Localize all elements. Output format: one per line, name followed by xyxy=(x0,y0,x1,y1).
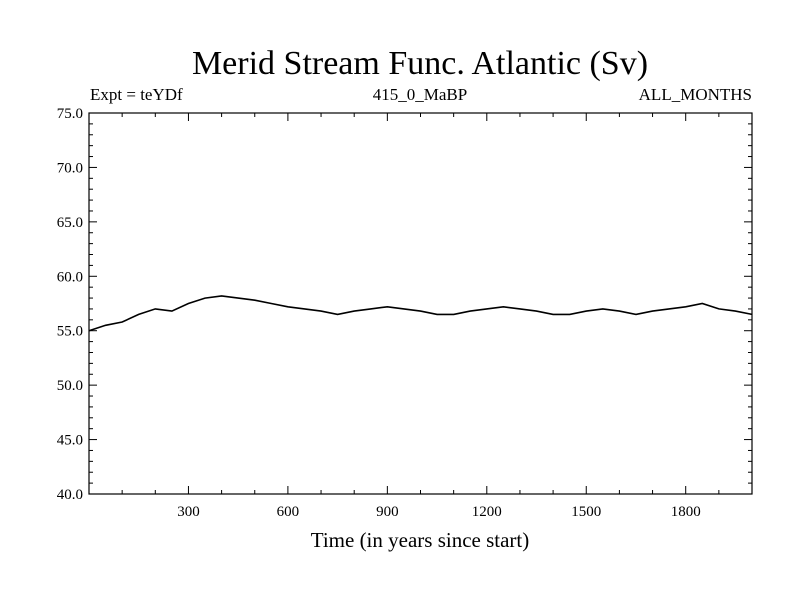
plot-frame xyxy=(88,112,753,495)
y-tick-label: 60.0 xyxy=(57,269,83,285)
series-layer xyxy=(88,295,753,332)
chart-title: Merid Stream Func. Atlantic (Sv) xyxy=(192,45,648,82)
x-tick-label: 1800 xyxy=(671,504,701,520)
period-label: 415_0_MaBP xyxy=(373,85,467,104)
y-tick-label: 70.0 xyxy=(57,160,83,176)
y-tick-label: 75.0 xyxy=(57,106,83,122)
x-tick-label: 300 xyxy=(177,504,200,520)
months-label: ALL_MONTHS xyxy=(639,85,752,104)
x-tick-label: 1200 xyxy=(472,504,502,520)
y-tick-label: 50.0 xyxy=(57,378,83,394)
x-axis-label: Time (in years since start) xyxy=(311,528,530,552)
experiment-label: Expt = teYDf xyxy=(90,85,183,104)
x-tick-label: 600 xyxy=(277,504,300,520)
y-tick-label: 65.0 xyxy=(57,215,83,231)
x-tick-label: 1500 xyxy=(571,504,601,520)
y-tick-label: 45.0 xyxy=(57,433,83,449)
axis-ticks: 40.0 45.0 50.0 55.0 60.0 65.0 70.0 75.0 300 600 90… xyxy=(57,106,752,520)
x-tick-label: 900 xyxy=(376,504,399,520)
y-tick-label: 40.0 xyxy=(57,487,83,503)
series-line-0 xyxy=(88,295,753,332)
y-tick-label: 55.0 xyxy=(57,324,83,340)
